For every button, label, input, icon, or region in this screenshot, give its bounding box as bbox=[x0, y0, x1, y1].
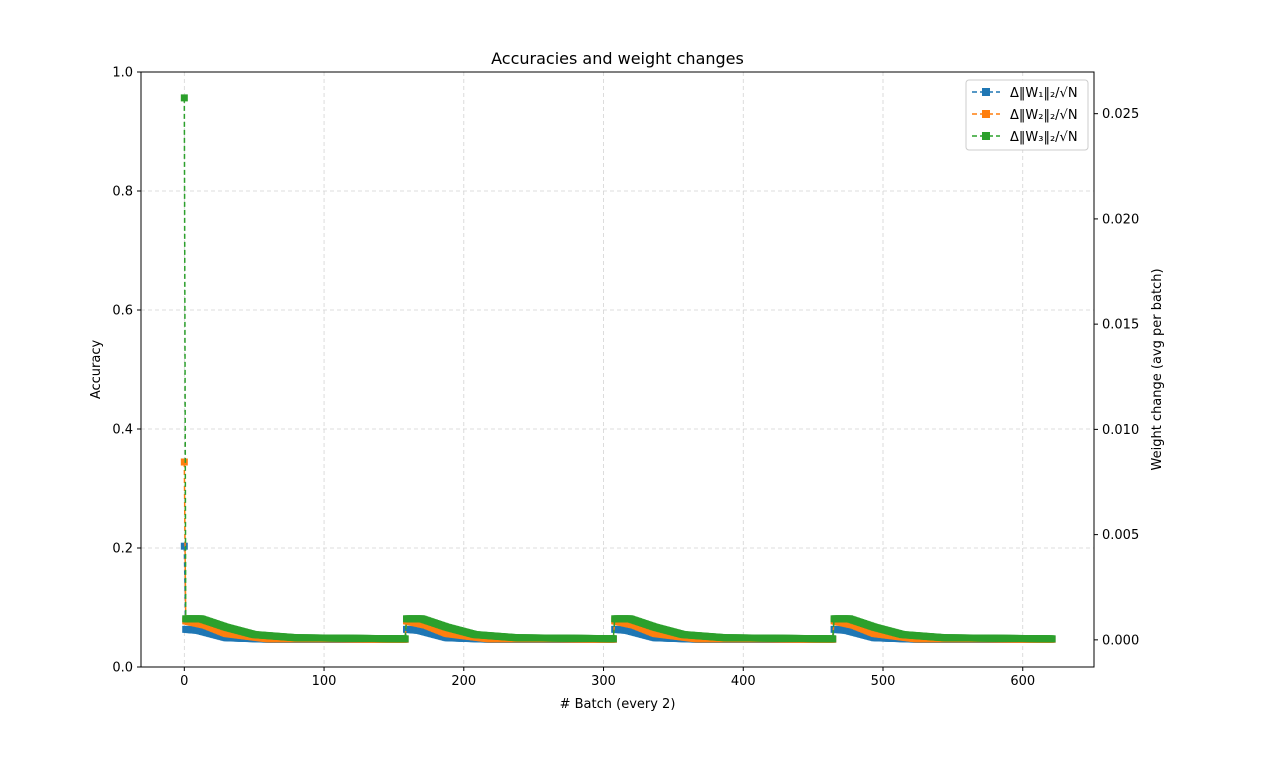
x-tick-label: 300 bbox=[591, 674, 616, 689]
series-3 bbox=[180, 94, 1056, 643]
x-axis-label: # Batch (every 2) bbox=[560, 697, 676, 712]
data-point bbox=[1048, 635, 1056, 643]
legend-box bbox=[965, 79, 1089, 151]
y-tick-label: 0.4 bbox=[112, 423, 133, 438]
data-point bbox=[609, 635, 617, 643]
y-axis-label: Accuracy bbox=[89, 340, 104, 400]
legend-item: Δ‖W₁‖₂/√N bbox=[972, 86, 1078, 101]
x-tick-label: 600 bbox=[1010, 674, 1035, 689]
legend-marker bbox=[982, 110, 990, 118]
y-tick-label: 0.0 bbox=[112, 661, 133, 676]
x-tick-label: 500 bbox=[871, 674, 896, 689]
x-tick-label: 400 bbox=[731, 674, 756, 689]
legend-label: Δ‖W₂‖₂/√N bbox=[1010, 108, 1078, 123]
y-tick-label: 1.0 bbox=[112, 66, 133, 81]
legend-marker bbox=[982, 132, 990, 140]
series-layer bbox=[180, 94, 1056, 643]
legend: Δ‖W₁‖₂/√N Δ‖W₂‖₂/√N Δ‖W₃‖₂/√N bbox=[965, 79, 1089, 151]
legend-item: Δ‖W₂‖₂/√N bbox=[972, 108, 1078, 123]
data-point bbox=[829, 635, 837, 643]
x-tick-label: 100 bbox=[312, 674, 337, 689]
data-point bbox=[180, 94, 188, 102]
x-tick-label: 0 bbox=[180, 674, 188, 689]
data-point bbox=[180, 458, 188, 466]
legend-label: Δ‖W₁‖₂/√N bbox=[1010, 86, 1078, 101]
y-tick-label: 0.8 bbox=[112, 185, 133, 200]
legend-label: Δ‖W₃‖₂/√N bbox=[1010, 130, 1078, 145]
y-tick-label: 0.2 bbox=[112, 542, 133, 557]
chart-title: Accuracies and weight changes bbox=[491, 49, 744, 68]
y2-tick-label: 0.005 bbox=[1102, 528, 1139, 543]
y2-axis-label: Weight change (avg per batch) bbox=[1150, 268, 1165, 470]
plot-frame bbox=[140, 71, 1095, 668]
y2-tick-label: 0.025 bbox=[1102, 107, 1139, 122]
legend-marker bbox=[982, 88, 990, 96]
y2-tick-label: 0.010 bbox=[1102, 423, 1139, 438]
y-tick-label: 0.6 bbox=[112, 304, 133, 319]
y2-tick-label: 0.000 bbox=[1102, 633, 1139, 648]
y2-tick-label: 0.015 bbox=[1102, 318, 1139, 333]
axes: 0 100 200 300 400 500 600 0.0 0.2 0.4 0.6 0.8 1.0 0.0… bbox=[112, 66, 1139, 690]
y2-tick-label: 0.020 bbox=[1102, 212, 1139, 227]
legend-item: Δ‖W₃‖₂/√N bbox=[972, 130, 1078, 145]
data-point bbox=[401, 635, 409, 643]
x-tick-label: 200 bbox=[451, 674, 476, 689]
